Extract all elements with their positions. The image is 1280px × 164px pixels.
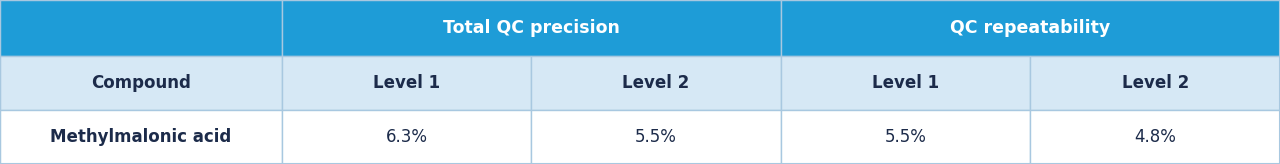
Text: 5.5%: 5.5%	[884, 128, 927, 146]
Text: Level 2: Level 2	[622, 74, 690, 92]
Bar	[781, 0, 1280, 56]
Bar	[781, 56, 1030, 110]
Bar	[1030, 110, 1280, 164]
Bar	[282, 56, 531, 110]
Bar	[531, 110, 781, 164]
Text: 5.5%: 5.5%	[635, 128, 677, 146]
Text: Level 1: Level 1	[872, 74, 940, 92]
Text: Level 1: Level 1	[372, 74, 440, 92]
Text: 6.3%: 6.3%	[385, 128, 428, 146]
Bar	[282, 0, 781, 56]
Text: Level 2: Level 2	[1121, 74, 1189, 92]
Bar	[0, 0, 282, 56]
Bar	[781, 110, 1030, 164]
Text: Compound: Compound	[91, 74, 191, 92]
Bar	[531, 56, 781, 110]
Text: Total QC precision: Total QC precision	[443, 19, 620, 37]
Text: 4.8%: 4.8%	[1134, 128, 1176, 146]
Bar	[0, 56, 282, 110]
Bar	[1030, 56, 1280, 110]
Text: Methylmalonic acid: Methylmalonic acid	[50, 128, 232, 146]
Bar	[0, 110, 282, 164]
Text: QC repeatability: QC repeatability	[950, 19, 1111, 37]
Bar	[282, 110, 531, 164]
